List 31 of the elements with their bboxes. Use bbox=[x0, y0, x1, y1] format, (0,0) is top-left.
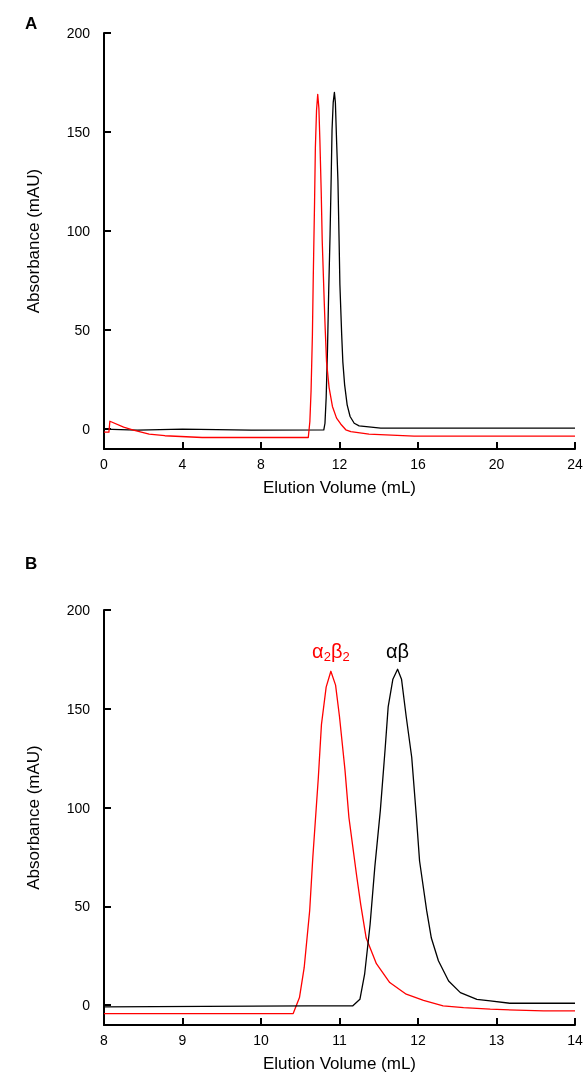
x-tick-label: 10 bbox=[253, 1032, 269, 1048]
x-tick-label: 12 bbox=[331, 456, 348, 472]
x-tick-label: 4 bbox=[178, 456, 187, 472]
x-tick-label: 13 bbox=[488, 1032, 505, 1048]
x-tick-label: 8 bbox=[257, 456, 266, 472]
x-tick-label: 24 bbox=[567, 456, 583, 472]
y-tick-label: 0 bbox=[82, 997, 91, 1014]
x-tick-label: 20 bbox=[488, 456, 505, 472]
x-tick-label: 11 bbox=[332, 1032, 347, 1048]
y-tick-label: 100 bbox=[66, 223, 91, 240]
x-axis-title: Elution Volume (mL) bbox=[262, 478, 417, 497]
x-tick-label: 14 bbox=[567, 1032, 583, 1048]
y-tick-label: 200 bbox=[66, 25, 91, 41]
y-axis-title: Absorbance (mAU) bbox=[24, 168, 43, 314]
y-axis-title: Absorbance (mAU) bbox=[24, 745, 43, 890]
y-tick-label: 100 bbox=[66, 799, 91, 816]
x-tick-label: 16 bbox=[410, 456, 426, 472]
x-tick-label: 9 bbox=[178, 1032, 187, 1048]
chart-title: B bbox=[25, 554, 38, 573]
x-axis-title: Elution Volume (mL) bbox=[262, 1054, 417, 1073]
series-label: αβ bbox=[386, 640, 410, 663]
y-tick-label: 200 bbox=[66, 602, 91, 618]
x-tick-label: 8 bbox=[100, 1032, 109, 1048]
y-tick-label: 50 bbox=[74, 322, 91, 339]
x-tick-label: 12 bbox=[410, 1032, 426, 1048]
chart-title: A bbox=[25, 14, 38, 33]
y-tick-label: 0 bbox=[82, 421, 91, 438]
y-tick-label: 150 bbox=[66, 700, 91, 717]
y-tick-label: 150 bbox=[66, 124, 91, 141]
x-tick-label: 0 bbox=[100, 456, 109, 472]
y-tick-label: 50 bbox=[74, 898, 91, 915]
